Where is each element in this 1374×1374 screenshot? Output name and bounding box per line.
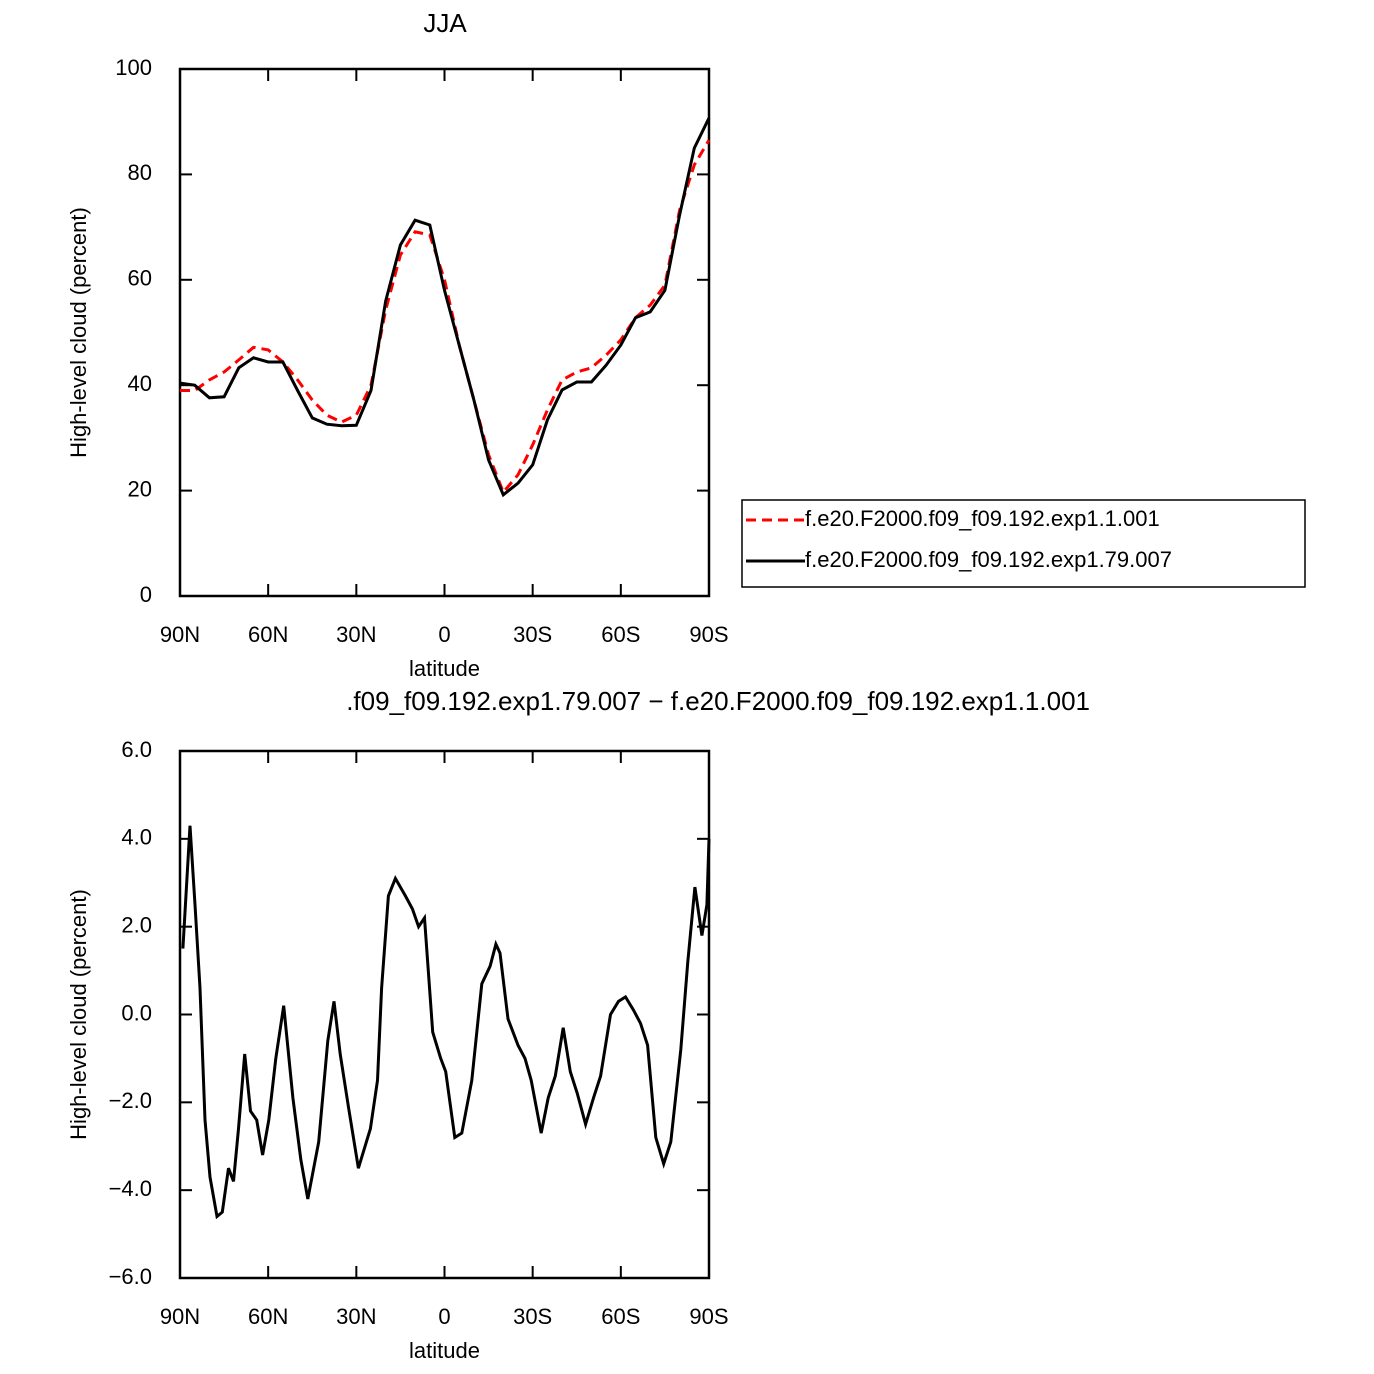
chart-title: .f09_f09.192.exp1.79.007 − f.e20.F2000.f… <box>346 686 1090 716</box>
x-tick-label: 30S <box>513 622 552 647</box>
legend-label: f.e20.F2000.f09_f09.192.exp1.1.001 <box>805 506 1160 531</box>
chart-title: JJA <box>423 8 467 38</box>
x-tick-label: 60S <box>601 1304 640 1329</box>
y-tick-label: 6.0 <box>121 737 152 762</box>
y-tick-label: 4.0 <box>121 825 152 850</box>
x-tick-label: 30N <box>336 622 376 647</box>
y-tick-label: 2.0 <box>121 912 152 937</box>
y-tick-label: 40 <box>128 371 152 396</box>
legend-box <box>741 499 1306 588</box>
data-line <box>179 117 711 498</box>
x-tick-label: 30N <box>336 1304 376 1329</box>
x-axis-label: latitude <box>409 656 480 681</box>
x-axis-label: latitude <box>409 1338 480 1363</box>
x-tick-label: 60N <box>248 1304 288 1329</box>
y-tick-label: −6.0 <box>109 1264 152 1289</box>
plot-frame <box>178 749 711 1280</box>
x-tick-label: 60S <box>601 622 640 647</box>
y-axis-label: High-level cloud (percent) <box>66 207 91 458</box>
y-axis-label: High-level cloud (percent) <box>66 889 91 1140</box>
y-tick-label: −2.0 <box>109 1088 152 1113</box>
plot-frame <box>178 67 711 598</box>
y-tick-label: 60 <box>128 266 152 291</box>
x-tick-label: 90S <box>689 622 728 647</box>
x-tick-label: 30S <box>513 1304 552 1329</box>
y-tick-label: 0 <box>140 582 152 607</box>
y-tick-label: 0.0 <box>121 1000 152 1025</box>
x-tick-label: 0 <box>438 622 450 647</box>
x-tick-label: 0 <box>438 1304 450 1329</box>
x-tick-label: 60N <box>248 622 288 647</box>
x-tick-label: 90N <box>160 1304 200 1329</box>
x-tick-label: 90N <box>160 622 200 647</box>
y-tick-label: −4.0 <box>109 1176 152 1201</box>
y-tick-label: 100 <box>115 55 152 80</box>
y-tick-label: 20 <box>128 476 152 501</box>
y-tick-label: 80 <box>128 160 152 185</box>
x-tick-label: 90S <box>689 1304 728 1329</box>
data-line <box>181 825 711 1220</box>
legend-label: f.e20.F2000.f09_f09.192.exp1.79.007 <box>805 547 1172 572</box>
data-line <box>180 139 711 496</box>
